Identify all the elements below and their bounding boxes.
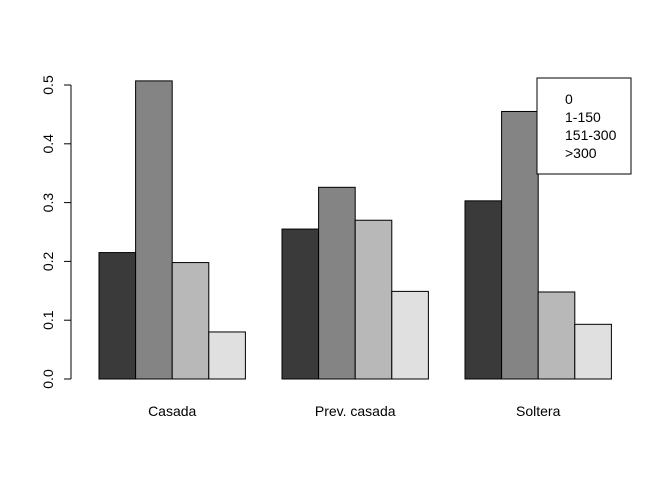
legend: 0 1-150 151-300 >300 <box>536 77 632 175</box>
bar-soltera-1 <box>501 110 539 380</box>
bar-soltera-3 <box>574 323 612 380</box>
bar-soltera-0 <box>464 200 503 380</box>
y-tick-label: 0.1 <box>40 310 56 330</box>
bar-casada-0 <box>98 252 137 380</box>
bars-layer <box>98 80 612 380</box>
y-tick-label: 0.2 <box>40 251 56 271</box>
bar-prev-casada-1 <box>318 186 356 380</box>
x-category-label: Casada <box>148 403 196 419</box>
legend-entry: 0 <box>565 91 573 107</box>
y-tick-label: 0.3 <box>40 193 56 213</box>
bar-prev-casada-3 <box>391 290 429 380</box>
bar-casada-3 <box>208 331 246 380</box>
bar-prev-casada-0 <box>281 228 320 380</box>
x-category-label: Prev. casada <box>315 403 396 419</box>
legend-entry: 1-150 <box>565 109 601 125</box>
bar-soltera-2 <box>537 291 576 380</box>
y-tick-label: 0.0 <box>40 369 56 389</box>
x-axis-labels: Casada Prev. casada Soltera <box>148 403 561 419</box>
legend-box <box>536 77 632 175</box>
x-category-label: Soltera <box>516 403 561 419</box>
y-tick-label: 0.4 <box>40 134 56 154</box>
bar-casada-2 <box>171 262 210 380</box>
bar-prev-casada-2 <box>354 219 393 380</box>
y-axis: 0.0 0.1 0.2 0.3 0.4 0.5 <box>40 75 72 389</box>
legend-entry: 151-300 <box>565 127 617 143</box>
legend-entry: >300 <box>565 145 597 161</box>
y-tick-label: 0.5 <box>40 75 56 95</box>
bar-casada-1 <box>135 80 173 380</box>
